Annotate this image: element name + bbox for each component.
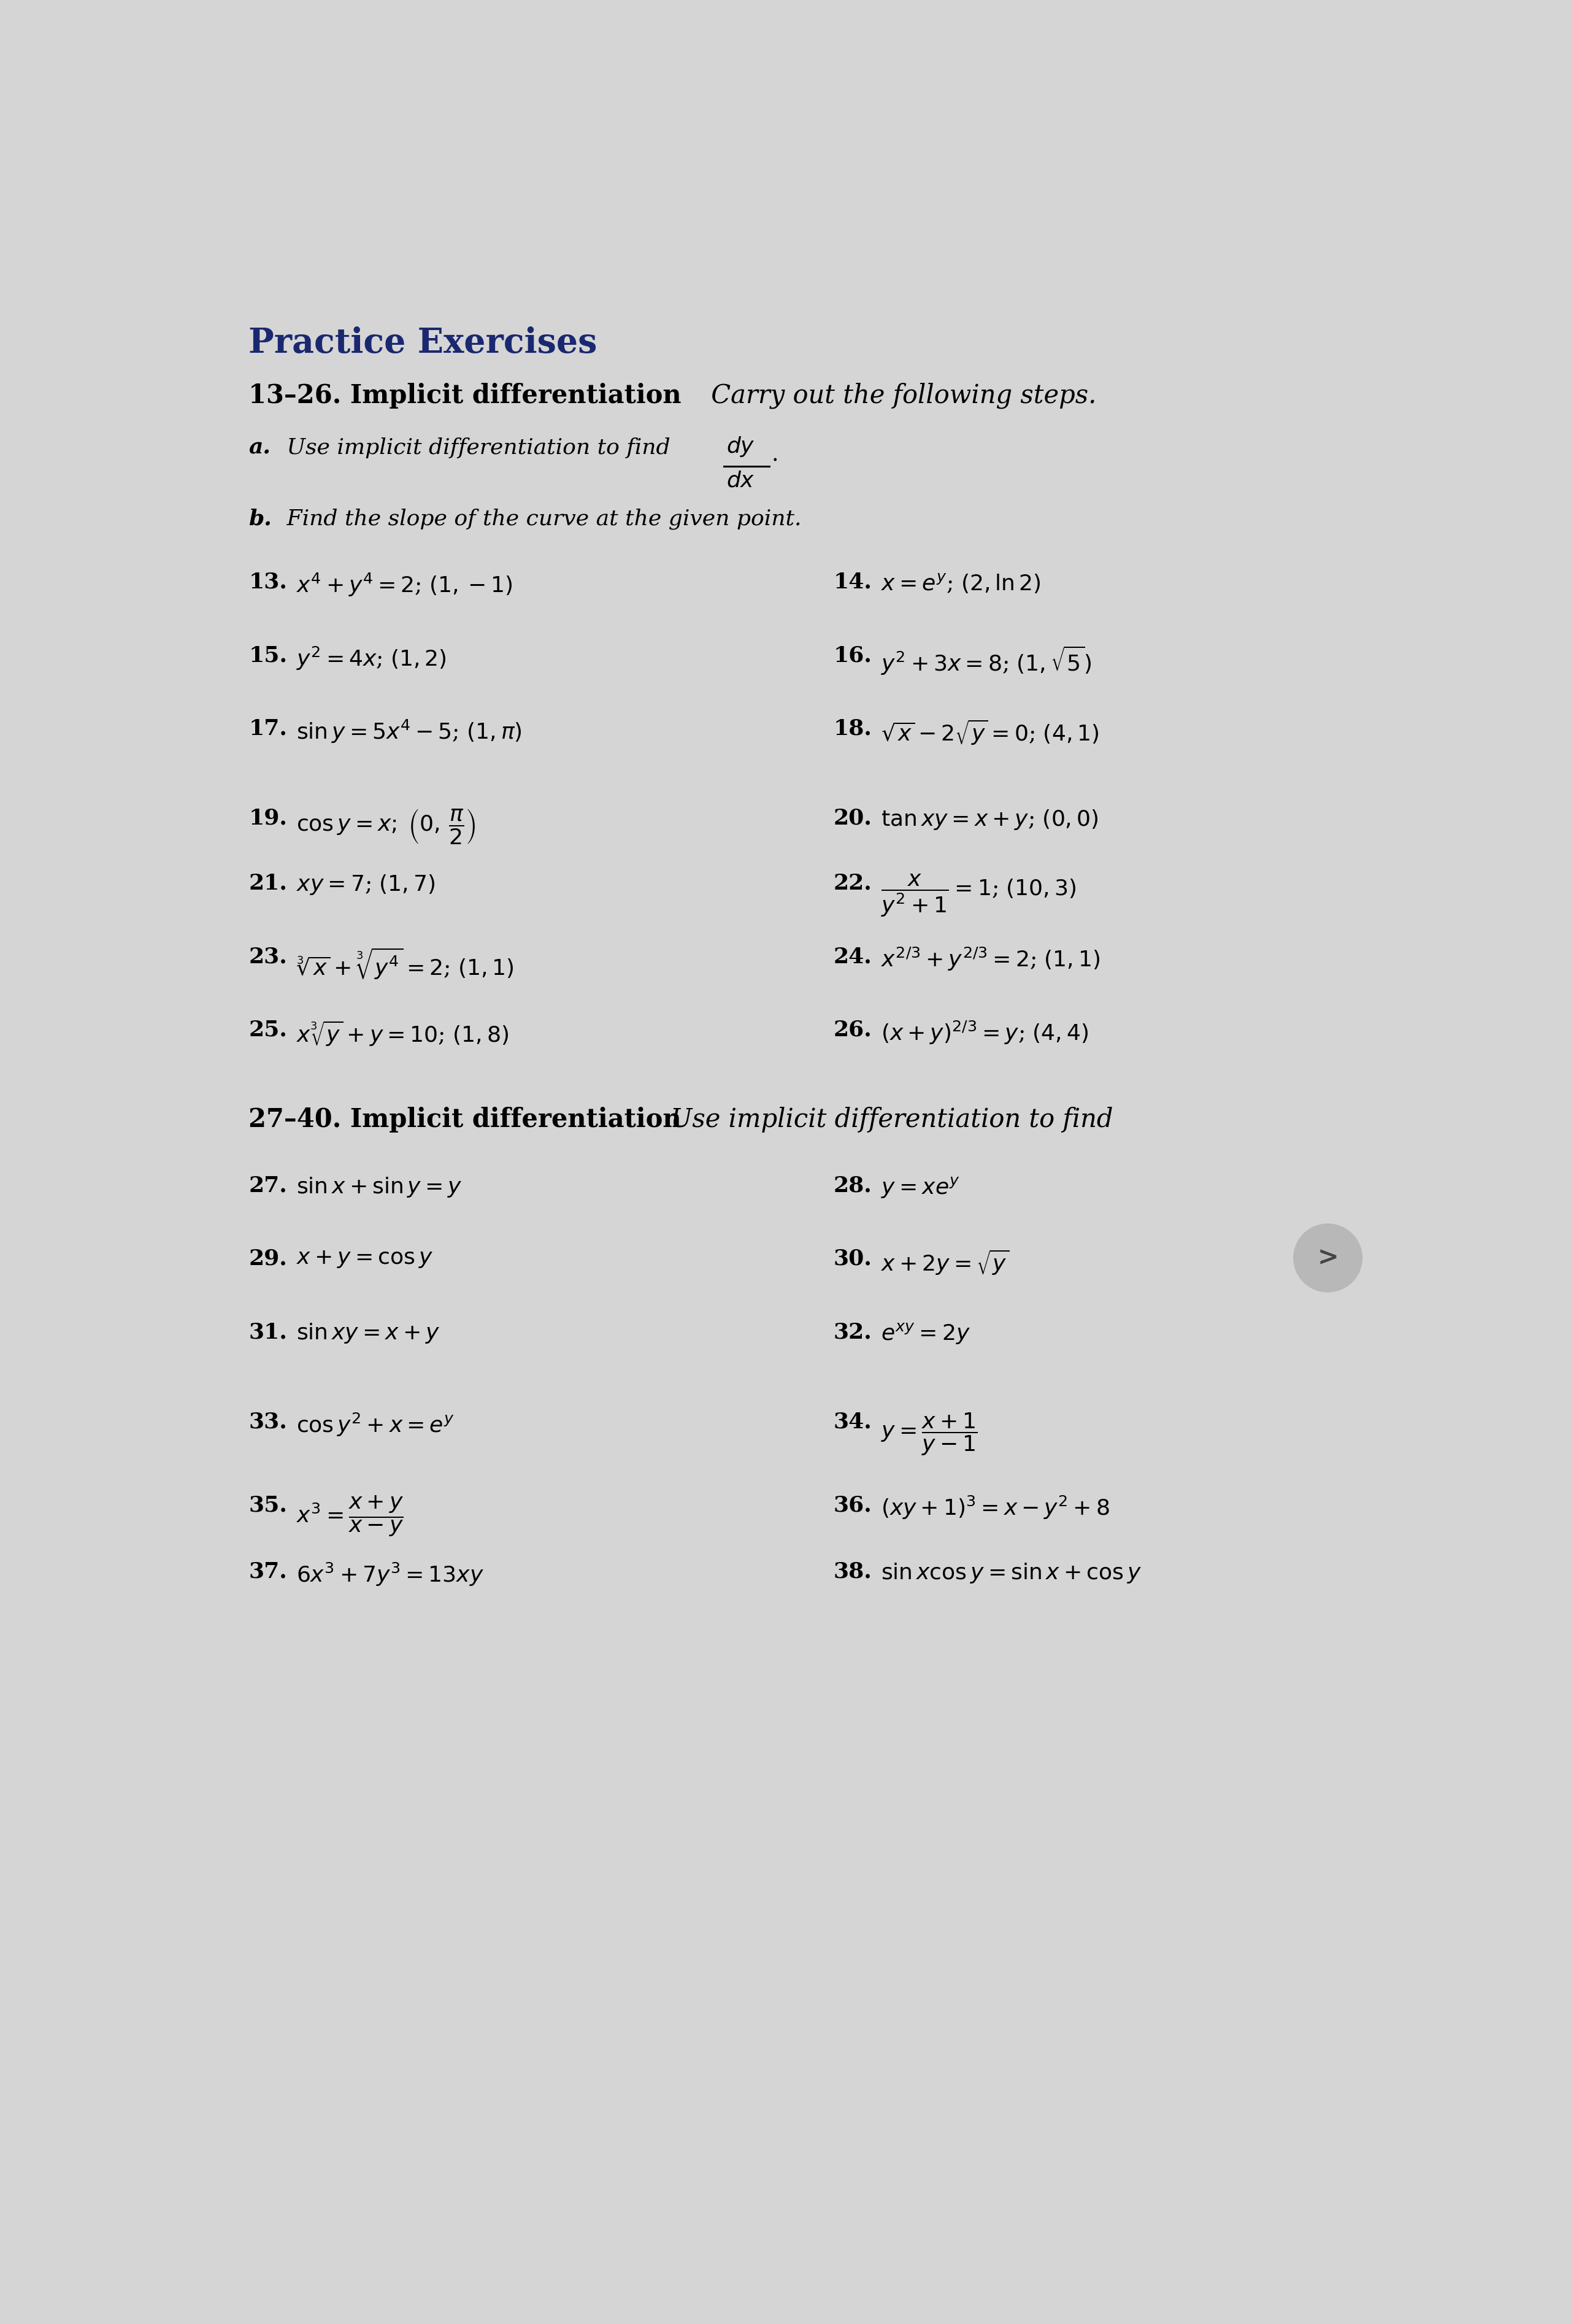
Text: $x + 2y = \sqrt{y}$: $x + 2y = \sqrt{y}$ — [881, 1248, 1010, 1276]
Text: $\sqrt[3]{x} + \sqrt[3]{y^4} = 2$; $(1, 1)$: $\sqrt[3]{x} + \sqrt[3]{y^4} = 2$; $(1, … — [297, 946, 514, 981]
Text: $\cos y = x;\; \left(0,\, \dfrac{\pi}{2}\right)$: $\cos y = x;\; \left(0,\, \dfrac{\pi}{2}… — [297, 809, 476, 846]
Text: $y = xe^y$: $y = xe^y$ — [881, 1176, 960, 1199]
Text: $\sqrt{x} - 2\sqrt{y} = 0$; $(4, 1)$: $\sqrt{x} - 2\sqrt{y} = 0$; $(4, 1)$ — [881, 718, 1100, 746]
Text: Use implicit differentiation to find: Use implicit differentiation to find — [663, 1106, 1112, 1132]
Text: $(xy+1)^3 = x - y^2 + 8$: $(xy+1)^3 = x - y^2 + 8$ — [881, 1494, 1109, 1522]
Text: 35.: 35. — [248, 1494, 287, 1515]
Text: $x\sqrt[3]{y} + y = 10$; $(1, 8)$: $x\sqrt[3]{y} + y = 10$; $(1, 8)$ — [297, 1020, 509, 1048]
Text: 24.: 24. — [834, 946, 872, 967]
Text: 23.: 23. — [248, 946, 287, 967]
Text: 14.: 14. — [834, 572, 872, 593]
Circle shape — [1293, 1225, 1362, 1292]
Text: 30.: 30. — [834, 1248, 872, 1269]
Text: 13–26. Implicit differentiation: 13–26. Implicit differentiation — [248, 383, 682, 409]
Text: Find the slope of the curve at the given point.: Find the slope of the curve at the given… — [280, 509, 801, 530]
Text: $\sin y = 5x^4 - 5$; $(1, \pi)$: $\sin y = 5x^4 - 5$; $(1, \pi)$ — [297, 718, 522, 744]
Text: $\tan xy = x + y$; $(0, 0)$: $\tan xy = x + y$; $(0, 0)$ — [881, 809, 1098, 832]
Text: $\sin xy = x + y$: $\sin xy = x + y$ — [297, 1322, 440, 1346]
Text: $\cos y^2 + x = e^y$: $\cos y^2 + x = e^y$ — [297, 1411, 454, 1439]
Text: 13.: 13. — [248, 572, 287, 593]
Text: a.: a. — [248, 437, 270, 458]
Text: 27.: 27. — [248, 1176, 287, 1197]
Text: Use implicit differentiation to find: Use implicit differentiation to find — [280, 437, 671, 458]
Text: 25.: 25. — [248, 1020, 287, 1041]
Text: $x^{2/3} + y^{2/3} = 2$; $(1, 1)$: $x^{2/3} + y^{2/3} = 2$; $(1, 1)$ — [881, 946, 1100, 974]
Text: .: . — [771, 444, 779, 465]
Text: 18.: 18. — [834, 718, 872, 739]
Text: $dy$: $dy$ — [726, 435, 756, 458]
Text: 38.: 38. — [834, 1562, 872, 1583]
Text: $x + y = \cos y$: $x + y = \cos y$ — [297, 1248, 434, 1269]
Text: 20.: 20. — [834, 809, 872, 830]
Text: 26.: 26. — [834, 1020, 872, 1041]
Text: 21.: 21. — [248, 874, 287, 895]
Text: 15.: 15. — [248, 646, 287, 667]
Text: 17.: 17. — [248, 718, 287, 739]
Text: $e^{xy} = 2y$: $e^{xy} = 2y$ — [881, 1322, 971, 1346]
Text: Carry out the following steps.: Carry out the following steps. — [702, 383, 1097, 409]
Text: 19.: 19. — [248, 809, 287, 830]
Text: $\sin x\cos y = \sin x + \cos y$: $\sin x\cos y = \sin x + \cos y$ — [881, 1562, 1142, 1585]
Text: 22.: 22. — [834, 874, 872, 895]
Text: 27–40. Implicit differentiation: 27–40. Implicit differentiation — [248, 1106, 682, 1132]
Text: 34.: 34. — [834, 1411, 872, 1432]
Text: b.: b. — [248, 509, 272, 530]
Text: $y^2 = 4x$; $(1, 2)$: $y^2 = 4x$; $(1, 2)$ — [297, 646, 446, 672]
Text: $y = \dfrac{x+1}{y-1}$: $y = \dfrac{x+1}{y-1}$ — [881, 1411, 977, 1457]
Text: $x^3 = \dfrac{x+y}{x-y}$: $x^3 = \dfrac{x+y}{x-y}$ — [297, 1494, 404, 1538]
Text: 36.: 36. — [834, 1494, 872, 1515]
Text: $dx$: $dx$ — [726, 469, 756, 490]
Text: $6x^3 + 7y^3 = 13xy$: $6x^3 + 7y^3 = 13xy$ — [297, 1562, 484, 1587]
Text: 29.: 29. — [248, 1248, 287, 1269]
Text: >: > — [1316, 1246, 1338, 1271]
Text: 16.: 16. — [834, 646, 872, 667]
Text: 28.: 28. — [834, 1176, 872, 1197]
Text: Practice Exercises: Practice Exercises — [248, 325, 597, 360]
Text: 33.: 33. — [248, 1411, 287, 1432]
Text: 37.: 37. — [248, 1562, 287, 1583]
Text: 31.: 31. — [248, 1322, 287, 1343]
Text: $(x + y)^{2/3} = y$; $(4, 4)$: $(x + y)^{2/3} = y$; $(4, 4)$ — [881, 1020, 1089, 1046]
Text: $\dfrac{x}{y^2+1} = 1$; $(10, 3)$: $\dfrac{x}{y^2+1} = 1$; $(10, 3)$ — [881, 874, 1076, 918]
Text: 32.: 32. — [834, 1322, 872, 1343]
Text: $y^2 + 3x = 8$; $(1, \sqrt{5})$: $y^2 + 3x = 8$; $(1, \sqrt{5})$ — [881, 646, 1092, 676]
Text: $xy = 7$; $(1, 7)$: $xy = 7$; $(1, 7)$ — [297, 874, 435, 897]
Text: $\sin x + \sin y = y$: $\sin x + \sin y = y$ — [297, 1176, 462, 1199]
Text: $x = e^y$; $(2, \ln 2)$: $x = e^y$; $(2, \ln 2)$ — [881, 572, 1040, 595]
Text: $x^4 + y^4 = 2$; $(1, -1)$: $x^4 + y^4 = 2$; $(1, -1)$ — [297, 572, 512, 597]
